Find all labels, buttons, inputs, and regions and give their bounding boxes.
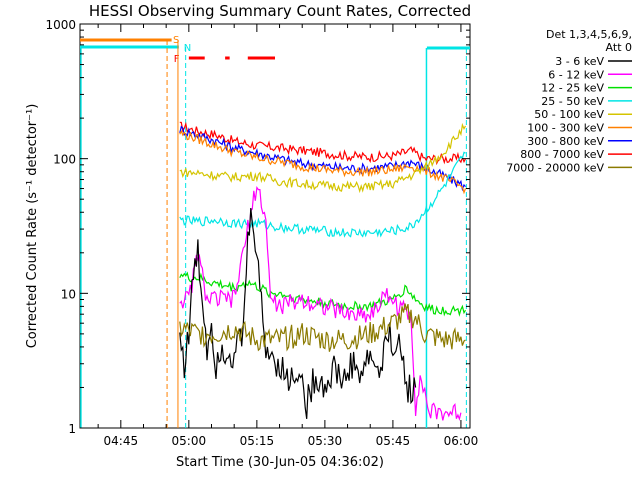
y-axis-ticks: 1 10 100 1000 [45, 18, 470, 436]
legend-label-100-300-kev: 100 - 300 keV [527, 122, 604, 135]
legend-label-300-800-kev: 300 - 800 keV [527, 135, 604, 148]
series-line-300-800-kev [179, 125, 466, 192]
legend-label-6-12-kev: 6 - 12 keV [548, 68, 604, 81]
y-axis-label: Corrected Count Rate (s⁻¹ detector⁻¹) [25, 104, 40, 349]
legend-label-7000-20000-kev: 7000 - 20000 keV [506, 161, 604, 174]
x-tick-label: 05:30 [308, 434, 343, 448]
x-tick-label: 05:00 [172, 434, 207, 448]
legend-label-50-100-kev: 50 - 100 keV [534, 108, 604, 121]
flag-label-n: N [184, 43, 191, 54]
instrument-flag-layer: SNF [80, 35, 470, 428]
series-line-50-100-kev [179, 122, 467, 194]
legend-header-detectors: Det 1,3,4,5,6,9, [546, 28, 632, 41]
x-tick-label: 05:45 [376, 434, 411, 448]
series-line-7000-20000-kev [179, 303, 466, 352]
x-tick-label: 06:00 [444, 434, 479, 448]
y-tick-label: 1 [68, 422, 76, 436]
plot-frame [79, 23, 471, 429]
legend-label-800-7000-kev: 800 - 7000 keV [520, 148, 604, 161]
chart-title: HESSI Observing Summary Count Rates, Cor… [89, 2, 471, 20]
y-tick-label: 1000 [45, 18, 76, 32]
series-line-25-50-kev [179, 151, 466, 238]
x-tick-label: 04:45 [104, 434, 139, 448]
flag-label-f: F [174, 54, 180, 65]
y-tick-label: 10 [61, 287, 76, 301]
legend-label-12-25-kev: 12 - 25 keV [541, 82, 604, 95]
series-line-800-7000-kev [179, 121, 467, 166]
x-tick-label: 05:15 [240, 434, 275, 448]
legend-label-25-50-kev: 25 - 50 keV [541, 95, 604, 108]
series-line-100-300-kev [179, 129, 467, 195]
series-line-3-6-kev [179, 207, 417, 419]
legend-label-3-6-kev: 3 - 6 keV [555, 55, 604, 68]
plot-area: SNF 1 10 100 1000 04:45 05:00 05:15 05:30 05:45… [45, 18, 478, 448]
x-axis-label: Start Time (30-Jun-05 04:36:02) [176, 455, 384, 470]
x-axis-ticks: 04:45 05:00 05:15 05:30 05:45 06:00 [97, 24, 479, 448]
flag-label-s: S [173, 35, 179, 46]
series-layer [179, 121, 467, 422]
legend-header-attenuator: Att 0 [606, 41, 632, 54]
y-tick-label: 100 [53, 153, 76, 167]
